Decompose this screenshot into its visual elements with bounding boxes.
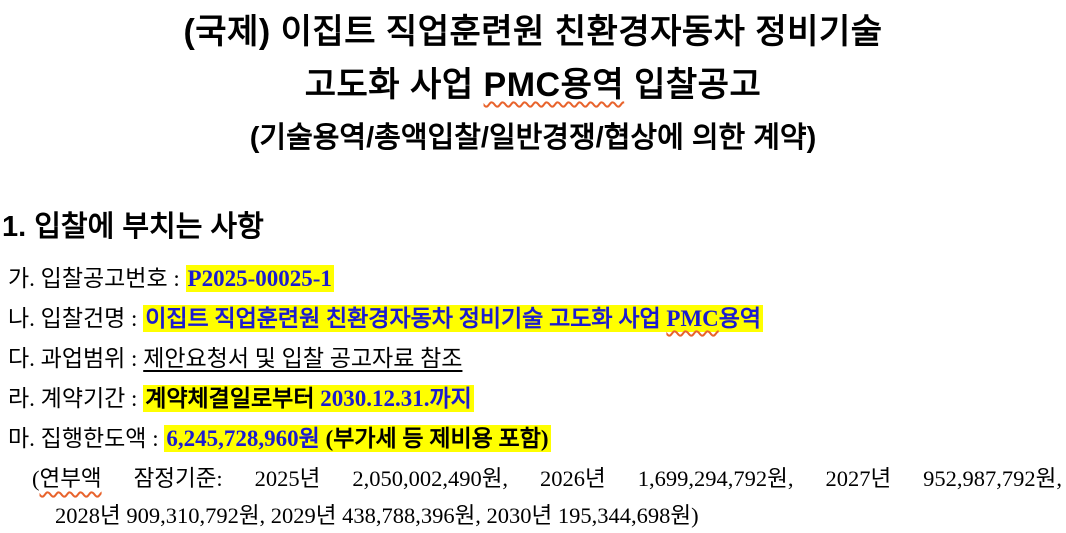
item-contract-period-value-from: 계약체결일로부터 <box>145 386 321 411</box>
item-work-scope-value: 제안요청서 및 입찰 공고자료 참조 <box>143 346 463 371</box>
title-line-3-text: (기술용역/총액입찰/일반경쟁/협상에 의한 계약) <box>249 122 817 154</box>
item-budget-limit-note: (부가세 등 제비용 포함) <box>319 426 549 451</box>
title-line-3: (기술용역/총액입찰/일반경쟁/협상에 의한 계약) <box>0 113 1066 163</box>
annual-spellcheck-word: 연부액 <box>39 466 102 491</box>
item-budget-limit-label: 마. 집행한도액 : <box>8 426 165 451</box>
title-line-1-text: (국제) 이집트 직업훈련원 친환경자동차 정비기술 <box>183 13 883 51</box>
document-title: (국제) 이집트 직업훈련원 친환경자동차 정비기술 고도화 사업 PMC용역 … <box>0 0 1066 163</box>
item-bid-number-label: 가. 입찰공고번호 : <box>8 266 186 291</box>
annual-amounts-line-1-text: 잠정기준: 2025년 2,050,002,490원, 2026년 1,699,… <box>101 466 1062 491</box>
item-bid-title-value-spellcheck-word: PMC <box>666 306 719 331</box>
item-budget-limit: 마. 집행한도액 : 6,245,728,960원 (부가세 등 제비용 포함) <box>0 419 1066 459</box>
item-contract-period-label: 라. 계약기간 : <box>8 386 144 411</box>
item-contract-period-value-until: 2030.12.31.까지 <box>320 386 472 411</box>
title-line-2-pre: 고도화 사업 <box>304 66 484 104</box>
annual-open-paren: ( <box>32 466 40 491</box>
annual-amounts-note: (연부액 잠정기준: 2025년 2,050,002,490원, 2026년 1… <box>0 460 1066 533</box>
item-bid-title-value-post: 용역 <box>718 306 762 331</box>
section-1-heading-text: 1. 입찰에 부치는 사항 <box>2 211 264 243</box>
item-bid-number-value: P2025-00025-1 <box>185 265 334 292</box>
item-contract-period: 라. 계약기간 : 계약체결일로부터 2030.12.31.까지 <box>0 379 1066 419</box>
item-bid-title-value-pre: 이집트 직업훈련원 친환경자동차 정비기술 고도화 사업 <box>145 306 667 331</box>
item-budget-limit-value: 6,245,728,960원 (부가세 등 제비용 포함) <box>164 425 551 452</box>
item-work-scope-label: 다. 과업범위 : <box>8 346 144 371</box>
section-1-items: 가. 입찰공고번호 : P2025-00025-1 나. 입찰건명 : 이집트 … <box>0 259 1066 533</box>
item-work-scope: 다. 과업범위 : 제안요청서 및 입찰 공고자료 참조 <box>0 339 1066 379</box>
item-bid-title-label: 나. 입찰건명 : <box>8 306 144 331</box>
title-line-2: 고도화 사업 PMC용역 입찰공고 <box>0 59 1066 112</box>
title-line-2-spellcheck-word: PMC용역 <box>483 66 625 104</box>
title-line-1: (국제) 이집트 직업훈련원 친환경자동차 정비기술 <box>0 6 1066 59</box>
item-contract-period-value: 계약체결일로부터 2030.12.31.까지 <box>143 385 474 412</box>
annual-amounts-line-2: 2028년 909,310,792원, 2029년 438,788,396원, … <box>0 497 1066 533</box>
title-line-2-post: 입찰공고 <box>624 66 762 104</box>
item-bid-title-value: 이집트 직업훈련원 친환경자동차 정비기술 고도화 사업 PMC용역 <box>143 305 764 332</box>
annual-amounts-line-1: (연부액 잠정기준: 2025년 2,050,002,490원, 2026년 1… <box>0 460 1066 497</box>
item-bid-title: 나. 입찰건명 : 이집트 직업훈련원 친환경자동차 정비기술 고도화 사업 P… <box>0 299 1066 339</box>
annual-amounts-line-2-text: 2028년 909,310,792원, 2029년 438,788,396원, … <box>55 503 699 528</box>
item-budget-limit-amount: 6,245,728,960원 <box>166 426 320 451</box>
item-bid-number: 가. 입찰공고번호 : P2025-00025-1 <box>0 259 1066 299</box>
section-1-heading: 1. 입찰에 부치는 사항 <box>2 209 1066 245</box>
